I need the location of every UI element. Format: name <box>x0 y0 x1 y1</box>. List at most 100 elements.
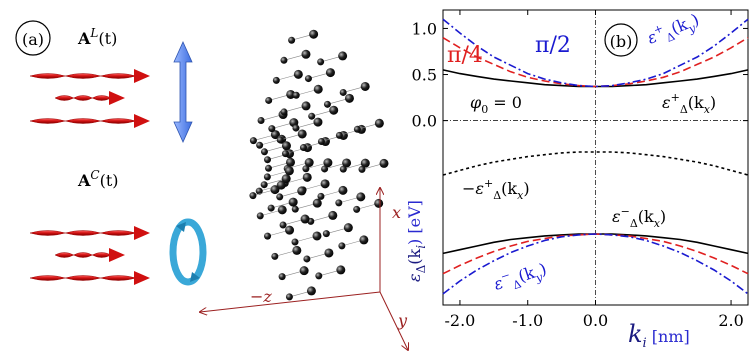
curve-annotation: ε−Δ(kx) <box>612 205 666 230</box>
label-part: A <box>77 171 91 190</box>
panel-a: (a) x −z y AL(t)AC(t) <box>15 20 408 350</box>
atom <box>285 225 295 235</box>
series-line <box>442 37 749 88</box>
atom <box>285 293 293 301</box>
field-arrows <box>29 69 150 285</box>
panel-b: -2.0 -1.0 0.0 2.00.00.51.0π/4 π/2φ0 = 0ε+Δ(k… <box>405 8 749 351</box>
atom <box>358 165 366 173</box>
label-part: (k <box>688 93 704 112</box>
curve-annotation: ε−Δ(ky) <box>491 257 550 298</box>
label-part: x <box>654 217 661 230</box>
atom <box>374 198 384 208</box>
label-part: i <box>414 245 428 249</box>
label-part: ε <box>405 273 424 282</box>
atom <box>249 137 257 145</box>
label-part: (t) <box>100 171 119 190</box>
atom <box>321 165 329 173</box>
axis-z-label: −z <box>250 287 272 306</box>
y-tick-label: 1.0 <box>412 19 437 38</box>
atom <box>255 187 263 195</box>
atom <box>359 235 369 245</box>
atom <box>303 255 311 263</box>
wave <box>54 95 112 101</box>
label-part: −ε <box>462 179 484 198</box>
series-line <box>442 233 749 295</box>
curve-annotation: ε+Δ(ky) <box>644 8 704 51</box>
atom <box>249 192 257 200</box>
label-part: x <box>704 103 711 116</box>
atom <box>278 273 286 281</box>
label-part: ) [eV] <box>405 200 424 245</box>
atom <box>325 68 335 78</box>
atom <box>304 75 312 83</box>
curve-annotation: φ0 = 0 <box>470 93 522 116</box>
label-part: φ <box>470 93 482 112</box>
label-part: ) <box>660 207 666 226</box>
label-part: ) <box>710 93 716 112</box>
wave-head <box>134 69 150 83</box>
atom <box>353 205 361 213</box>
wave-head <box>109 91 125 105</box>
label-part: ) <box>537 259 549 279</box>
label-circle <box>15 20 51 56</box>
atom <box>264 164 272 172</box>
label-part: = 0 <box>488 93 522 112</box>
atom <box>281 141 291 151</box>
label-part: [nm] <box>647 327 690 346</box>
atom <box>317 58 325 66</box>
wave <box>29 118 137 124</box>
panel-label: (b) <box>610 32 633 51</box>
atom <box>328 210 338 220</box>
atom <box>292 91 300 99</box>
label-part: L <box>89 26 98 40</box>
atom <box>276 136 284 144</box>
atom <box>338 242 346 250</box>
label-part: − <box>499 268 512 283</box>
atom <box>271 252 279 260</box>
series-line <box>442 18 749 88</box>
atom <box>374 118 384 128</box>
y-tick-label: 0.0 <box>412 112 437 131</box>
atom <box>297 129 307 139</box>
axis-y-label: y <box>397 311 408 330</box>
field-label: AC(t) <box>77 168 119 190</box>
atom <box>335 199 343 207</box>
atom <box>301 101 311 111</box>
atom <box>339 165 347 173</box>
atom <box>267 204 275 212</box>
axis-z-arrow <box>200 291 381 312</box>
label-part: x <box>517 189 524 202</box>
atom <box>315 272 323 280</box>
atom <box>323 158 333 168</box>
wave <box>54 252 112 258</box>
panel-label: (a) <box>22 30 44 49</box>
label-part: (t) <box>98 29 117 48</box>
panel-label-circle <box>604 23 638 57</box>
label-part: (k <box>501 179 517 198</box>
x-tick-label: 2.0 <box>718 311 743 330</box>
curve-annotation: π/2 <box>535 33 571 58</box>
atom <box>297 186 307 196</box>
curve-annotation: ε+Δ(kx) <box>662 91 716 116</box>
atom <box>265 96 273 104</box>
label-part: i <box>643 336 647 351</box>
atom <box>260 148 268 156</box>
curve-annotation: π/4 <box>447 43 483 68</box>
label-part: (k <box>516 263 537 286</box>
label-part: Δ <box>511 277 523 292</box>
atom <box>320 179 330 189</box>
y-tick-label: 0.5 <box>412 66 437 85</box>
x-tick-label: -1.0 <box>512 311 543 330</box>
atom <box>280 108 288 116</box>
axis-y-arrow <box>379 291 408 350</box>
atom <box>338 185 348 195</box>
atom <box>329 105 339 115</box>
atom <box>299 144 307 152</box>
atom <box>270 130 280 140</box>
wave-head <box>134 114 150 128</box>
atom <box>360 158 370 168</box>
curve-annotation: −ε+Δ(kx) <box>462 177 530 202</box>
y-axis-label: εΔ(ki) [eV] <box>405 200 428 282</box>
label-part: ε <box>662 93 671 112</box>
label-part: + <box>484 177 493 190</box>
